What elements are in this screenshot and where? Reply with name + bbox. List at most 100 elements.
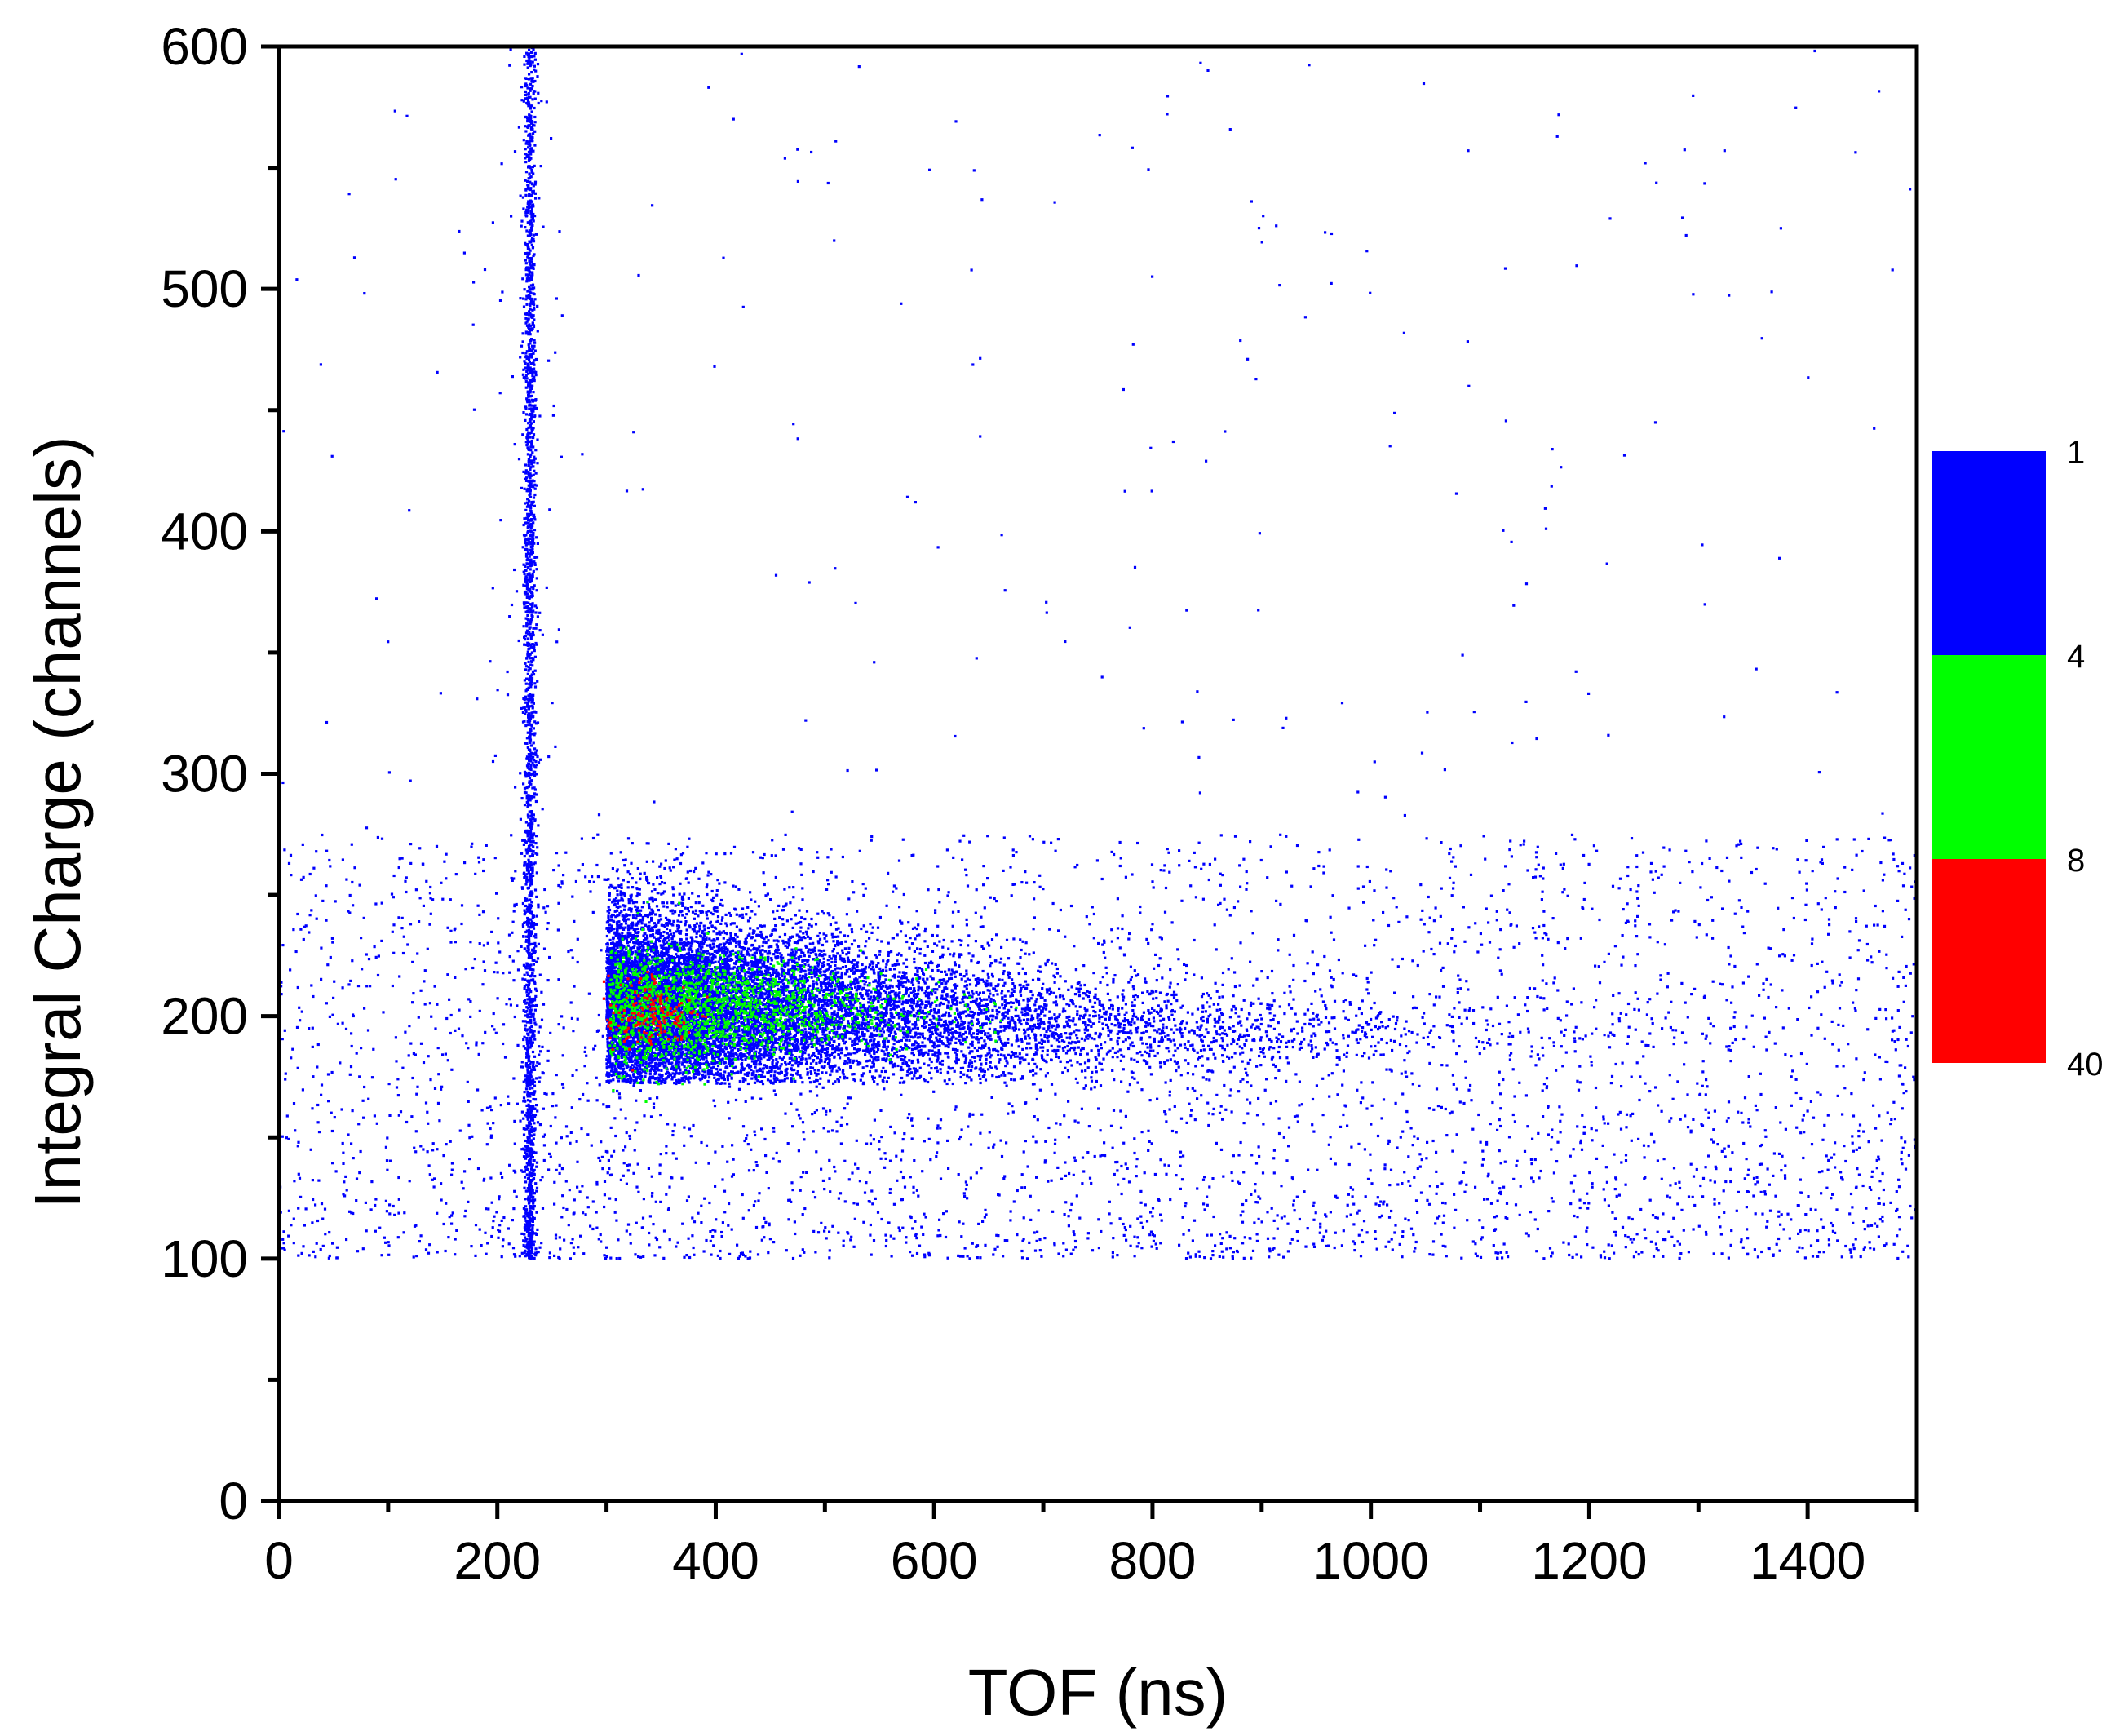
data-point <box>625 1182 628 1185</box>
data-point <box>375 597 378 600</box>
data-point <box>1448 1013 1451 1016</box>
data-point <box>659 1114 662 1117</box>
data-point <box>1201 1006 1205 1010</box>
data-point <box>558 1236 561 1239</box>
data-point <box>797 847 801 850</box>
data-point <box>1498 948 1502 951</box>
data-point <box>1064 640 1067 644</box>
data-point <box>1401 1256 1404 1259</box>
data-point <box>524 577 527 580</box>
data-point <box>529 51 533 55</box>
data-point <box>299 1195 303 1198</box>
data-point <box>1530 1162 1533 1166</box>
data-point <box>799 1176 803 1179</box>
data-point <box>1747 975 1750 978</box>
data-point <box>1366 981 1370 984</box>
data-point <box>840 1116 843 1119</box>
data-point <box>927 1137 931 1140</box>
data-point <box>1378 1204 1381 1207</box>
data-point <box>1745 1158 1748 1161</box>
data-point <box>576 1160 579 1163</box>
data-point <box>1246 357 1250 361</box>
data-point <box>1054 849 1057 852</box>
data-point <box>910 1137 914 1140</box>
data-point <box>525 657 529 660</box>
data-point <box>1816 1255 1820 1258</box>
data-point <box>312 1198 315 1202</box>
data-point <box>786 979 790 982</box>
data-point <box>1703 603 1706 606</box>
data-point <box>498 1224 502 1227</box>
data-point <box>966 1255 969 1258</box>
data-point <box>1099 1129 1102 1132</box>
data-point <box>586 1206 590 1209</box>
data-point <box>967 944 970 947</box>
data-point <box>533 975 537 978</box>
data-point <box>1536 845 1539 848</box>
data-point <box>1811 870 1814 873</box>
data-point <box>1624 1246 1627 1249</box>
data-point <box>772 910 775 914</box>
data-point <box>1148 1099 1152 1102</box>
data-point <box>521 839 524 842</box>
data-point <box>1684 233 1688 237</box>
data-point <box>1634 924 1637 928</box>
data-point <box>1443 768 1446 772</box>
data-point <box>711 1235 715 1238</box>
data-point <box>1361 1055 1364 1058</box>
data-point <box>784 904 787 907</box>
data-point <box>282 1247 285 1250</box>
data-point <box>607 1158 610 1162</box>
data-point <box>837 1231 840 1234</box>
data-point <box>1893 1118 1896 1121</box>
data-point <box>1222 1256 1225 1259</box>
data-point <box>1392 897 1396 900</box>
data-point <box>1009 1210 1012 1213</box>
data-point <box>1896 1207 1899 1211</box>
data-point <box>884 1157 887 1160</box>
data-point <box>1715 1167 1718 1171</box>
data-point <box>528 172 531 175</box>
data-point <box>750 1148 753 1151</box>
data-point <box>625 1131 628 1135</box>
data-point <box>676 1241 679 1244</box>
data-point <box>1851 1135 1854 1138</box>
data-point <box>439 692 442 695</box>
data-point <box>1325 1229 1328 1233</box>
data-point <box>946 1256 949 1260</box>
data-point <box>505 1003 508 1006</box>
data-point <box>1671 1097 1675 1100</box>
data-point <box>525 795 529 798</box>
data-point <box>1786 1212 1790 1216</box>
data-point <box>525 1152 529 1155</box>
data-point <box>502 1216 506 1220</box>
data-point <box>988 1131 991 1134</box>
data-point <box>732 1066 736 1070</box>
data-point <box>522 1038 525 1042</box>
data-point <box>637 273 640 277</box>
data-point <box>1542 923 1546 928</box>
data-point <box>647 842 650 845</box>
data-point <box>1533 931 1537 934</box>
data-point <box>1586 1226 1589 1229</box>
data-point <box>1764 1135 1768 1138</box>
data-point <box>870 1253 873 1256</box>
data-point <box>1139 1215 1143 1218</box>
data-point <box>1257 1096 1260 1100</box>
data-point <box>668 1185 671 1189</box>
data-point <box>524 321 528 325</box>
data-point <box>1411 1083 1414 1086</box>
data-point <box>1033 1249 1038 1252</box>
data-point <box>1420 751 1424 755</box>
data-point <box>1855 1185 1858 1189</box>
data-point <box>529 82 533 86</box>
data-point <box>1097 1247 1100 1250</box>
data-point <box>1221 874 1224 877</box>
data-point <box>367 958 371 961</box>
data-point <box>1828 923 1831 927</box>
data-point <box>521 977 524 981</box>
data-point <box>1387 1142 1390 1145</box>
data-point <box>1727 1048 1730 1052</box>
data-point <box>648 1243 651 1247</box>
data-point <box>405 876 408 879</box>
